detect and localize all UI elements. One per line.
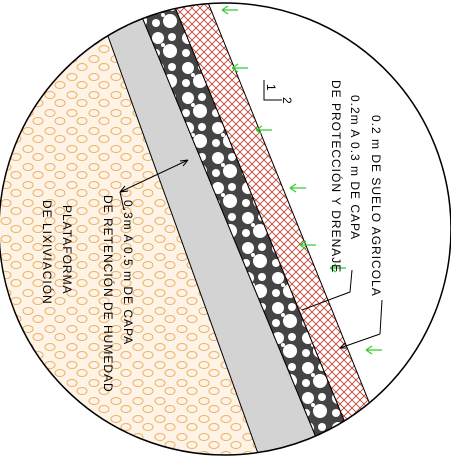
- platform-layer: [0, 3, 260, 455]
- layers: [0, 3, 393, 455]
- slope-label: 2: [280, 97, 294, 105]
- soil-layer: [171, 3, 393, 455]
- protection-label: DE PROTECCIÓN Y DRENAJE: [329, 80, 344, 273]
- soil-label: 0.2 m DE SUELO AGRICOLA: [369, 115, 383, 297]
- platform-label: PLATAFORMA: [60, 205, 74, 295]
- dimension-lines: [119, 80, 383, 349]
- vegetation-arrows: [221, 5, 382, 355]
- platform-label: DE LIXIVIACIÓN: [40, 200, 55, 305]
- slope-label: 1: [264, 84, 278, 92]
- retention-label: DE RETENCIÓN DE HUMEDAD: [101, 195, 116, 393]
- retention-label: 0.3m A 0.5 m DE CAPA: [121, 200, 135, 345]
- drainage-layer: [134, 3, 361, 455]
- retention-layer: [94, 3, 326, 455]
- protection-label: 0.2m A 0.3 m DE CAPA: [348, 95, 362, 240]
